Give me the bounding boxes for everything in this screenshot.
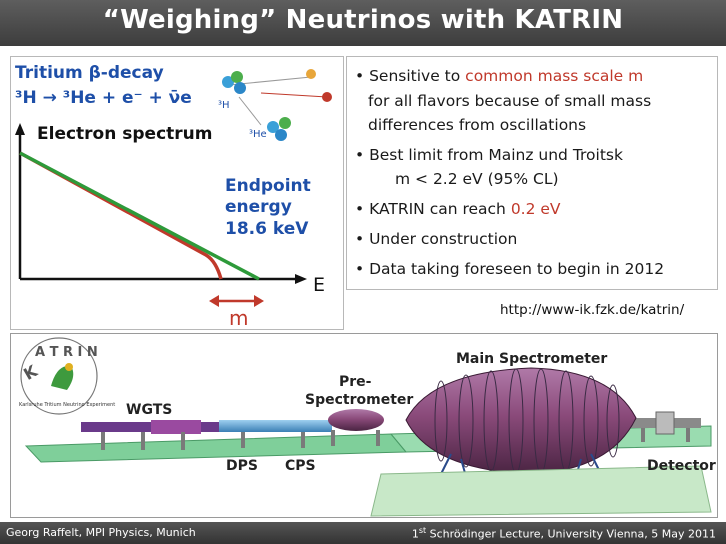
x-axis-arrow — [295, 274, 307, 284]
bullet-1-line-2: for all flavors because of small mass — [368, 92, 652, 110]
neutron-sphere — [231, 71, 243, 83]
neutron-sphere — [222, 76, 234, 88]
wgts-label: WGTS — [126, 402, 172, 418]
main-spectrometer-vessel — [405, 367, 637, 475]
detector-block — [655, 411, 675, 435]
bullet-2-line-1: • Best limit from Mainz und Troitsk — [355, 146, 623, 164]
katrin-logo: K A T R I N Karlsruhe Tritium Neutrino E… — [19, 337, 115, 415]
main-spectrometer-label: Main Spectrometer — [456, 351, 607, 367]
bullet-2-line-2: m < 2.2 eV (95% CL) — [395, 170, 559, 188]
figure-heading: Tritium β-decay — [15, 63, 164, 83]
bullet-1-prefix: • Sensitive to — [355, 67, 466, 85]
dps-label: DPS — [226, 458, 258, 474]
pre-spectrometer-label-1: Pre- — [339, 374, 372, 390]
slide-title: “Weighing” Neutrinos with KATRIN — [102, 5, 624, 35]
bullet-4: • Under construction — [355, 230, 518, 248]
helium-label: ³He — [249, 129, 267, 140]
electron-sphere — [322, 92, 332, 102]
footer-author: Georg Raffelt, MPI Physics, Munich — [6, 526, 196, 539]
pre-spectrometer-vessel — [328, 409, 384, 431]
atom-illustration: ³H ³He — [218, 69, 332, 141]
neutrino-sphere — [306, 69, 316, 79]
helium-sphere — [275, 129, 287, 141]
y-axis-arrow — [15, 123, 25, 135]
mass-arrow-right-head — [254, 295, 264, 307]
helium-sphere — [279, 117, 291, 129]
wgts-cryostat — [151, 420, 201, 434]
beta-decay-figure: Tritium β-decay ³H → ³He + e⁻ + ν̄e ³H ³… — [10, 56, 344, 330]
mass-arrow-left-head — [209, 295, 219, 307]
proton-sphere — [234, 82, 246, 94]
detector-label: Detector — [647, 458, 716, 474]
footer-bar: Georg Raffelt, MPI Physics, Munich 1st S… — [0, 522, 726, 544]
katrin-url[interactable]: http://www-ik.fzk.de/katrin/ — [500, 302, 685, 318]
beta-spectrum-diagram: Tritium β-decay ³H → ³He + e⁻ + ν̄e ³H ³… — [15, 63, 332, 329]
decay-reaction: ³H → ³He + e⁻ + ν̄e — [15, 88, 192, 108]
footer-event-ordinal-suffix: st — [418, 526, 427, 535]
katrin-setup-diagram: K A T R I N Karlsruhe Tritium Neutrino E… — [19, 337, 716, 517]
cps-tube — [277, 420, 332, 432]
bullet-3: • KATRIN can reach 0.2 eV — [355, 200, 561, 219]
bullet-1-highlight: common mass scale m — [465, 67, 644, 85]
endpoint-label-line3: 18.6 keV — [225, 219, 309, 239]
footer-event-text: Schrödinger Lecture, University Vienna, … — [426, 527, 716, 541]
mass-label: m — [229, 306, 248, 329]
dps-tube — [219, 420, 279, 432]
x-axis-label: E — [313, 274, 325, 296]
bullet-1-line-1: • Sensitive to common mass scale m — [355, 67, 643, 86]
spectrum-massive-curve — [19, 151, 223, 280]
bullet-5: • Data taking foreseen to begin in 2012 — [355, 260, 665, 278]
y-axis-label: Electron spectrum — [37, 124, 212, 144]
floor-platform — [24, 433, 408, 463]
logo-subtext: Karlsruhe Tritium Neutrino Experiment — [19, 402, 115, 408]
footer-event-ordinal: 1 — [411, 527, 419, 541]
spectrometer-hall-floor — [370, 465, 712, 517]
title-bar: “Weighing” Neutrinos with KATRIN — [0, 0, 726, 46]
endpoint-label-line1: Endpoint — [225, 176, 311, 196]
spectrum-massless-curve — [19, 151, 260, 281]
bullet-3-value: 0.2 eV — [510, 200, 561, 218]
helium-sphere — [267, 121, 279, 133]
katrin-setup-figure: K A T R I N Karlsruhe Tritium Neutrino E… — [10, 333, 718, 518]
tritium-label: ³H — [218, 100, 230, 111]
endpoint-label-line2: energy — [225, 197, 292, 217]
cps-label: CPS — [285, 458, 316, 474]
logo-text-letters: A T R I N — [35, 345, 98, 360]
logo-bird-icon — [51, 365, 74, 390]
pre-spectrometer-label-2: Spectrometer — [305, 392, 413, 408]
bullet-panel: • Sensitive to common mass scale m for a… — [346, 56, 718, 290]
footer-event: 1st Schrödinger Lecture, University Vien… — [412, 526, 716, 541]
bullet-1-line-3: differences from oscillations — [368, 116, 587, 134]
bullet-3-prefix: • KATRIN can reach — [355, 200, 511, 218]
beamline-supports — [101, 428, 690, 450]
